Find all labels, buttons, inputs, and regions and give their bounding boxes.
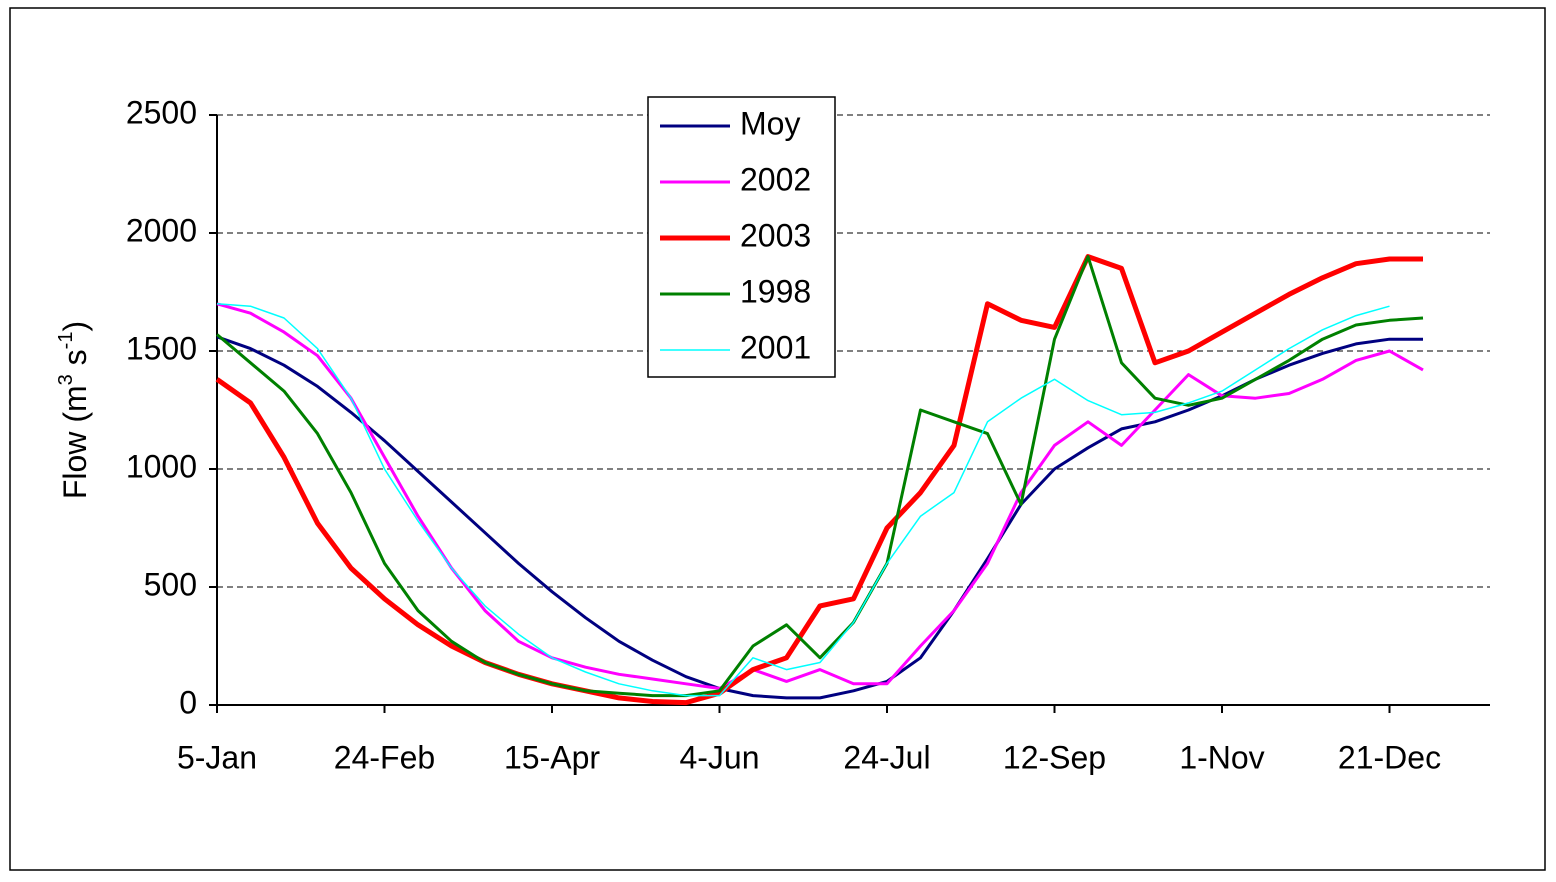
- y-tick-label: 1000: [126, 448, 197, 484]
- y-label-part: ): [57, 321, 93, 332]
- y-label-sup: -1: [55, 332, 77, 350]
- legend-label: Moy: [740, 105, 800, 141]
- legend-label: 2001: [740, 329, 811, 365]
- y-tick-label: 2500: [126, 94, 197, 130]
- y-label-sup: 3: [55, 374, 77, 385]
- series-line: [215, 254, 1423, 706]
- series-line: [216, 303, 1390, 697]
- x-tick-label: 12-Sep: [1003, 739, 1106, 775]
- x-tick-label: 24-Jul: [843, 739, 930, 775]
- x-tick-label: 15-Apr: [504, 739, 600, 775]
- legend-label: 2003: [740, 217, 811, 253]
- x-tick-label: 24-Feb: [334, 739, 435, 775]
- y-tick-label: 1500: [126, 330, 197, 366]
- y-tick-label: 500: [144, 566, 197, 602]
- x-tick-label: 21-Dec: [1338, 739, 1441, 775]
- legend-label: 1998: [740, 273, 811, 309]
- legend-label: 2002: [740, 161, 811, 197]
- y-label-part: Flow (m: [57, 385, 93, 499]
- series-line: [216, 255, 1424, 698]
- x-tick-label: 5-Jan: [177, 739, 257, 775]
- y-tick-label: 0: [179, 684, 197, 720]
- y-label-part: s: [57, 349, 93, 374]
- series-line: [216, 302, 1424, 690]
- x-tick-label: 4-Jun: [679, 739, 759, 775]
- x-tick-label: 1-Nov: [1179, 739, 1264, 775]
- y-axis-label: Flow (m3 s-1): [55, 321, 93, 499]
- y-tick-label: 2000: [126, 212, 197, 248]
